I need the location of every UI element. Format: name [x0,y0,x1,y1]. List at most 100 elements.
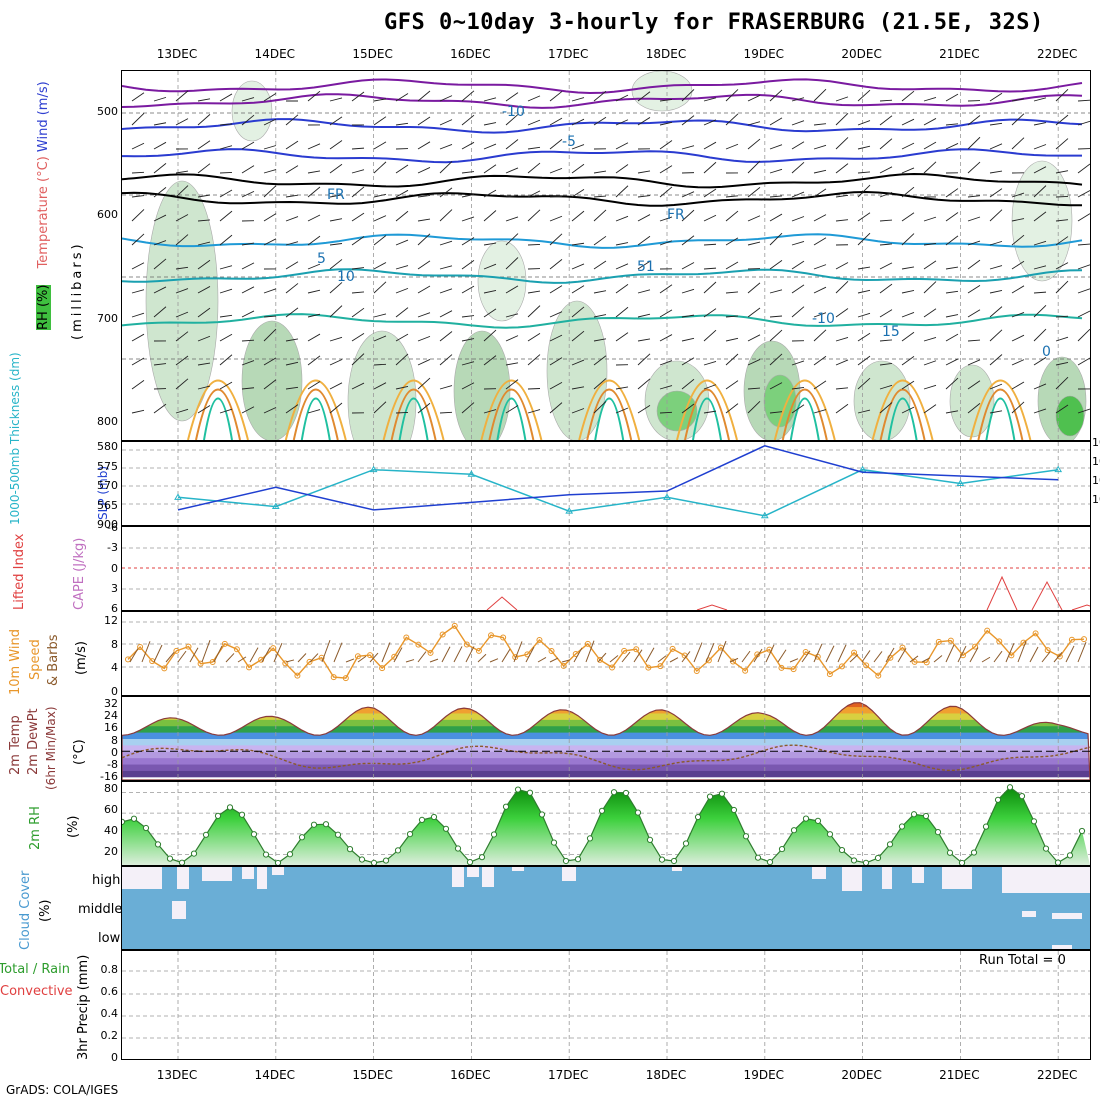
low-level-contour [496,397,527,441]
data-point [1054,859,1062,866]
wind-barb [681,651,691,663]
wind-barb [197,307,211,318]
wind-barb [461,315,475,318]
data-point [346,846,354,853]
precip-panel [121,950,1091,1060]
wind-barb [571,330,585,342]
low-level-contour [594,397,625,441]
wind-barb [527,146,541,150]
data-point [478,854,486,861]
cloud-block [912,867,924,883]
data-point [826,671,833,678]
wind-barb [307,90,321,102]
rh2m-plot [118,782,1090,867]
wind-barb [439,95,453,102]
y-tick-label: 4 [111,661,118,675]
wind-barb [373,116,387,126]
wind-barb [307,409,321,414]
wind-barb [879,384,893,390]
wind-barb [465,646,475,663]
wind-barb [637,353,651,366]
data-point [645,664,652,671]
wind-barb [197,259,211,270]
wind-barb [329,97,343,102]
temperature-contour [121,233,1083,249]
cloud-low-label: low [98,931,121,946]
wind-barb [219,171,233,174]
data-point [634,809,642,816]
wind-barb [813,329,827,342]
temp-band [122,725,1090,733]
wind-barb [681,191,695,198]
wind-barb [879,99,893,102]
wind-barb [637,235,651,246]
wind-barb [681,403,695,414]
wind-barb [1055,262,1069,270]
wind-barb [219,93,233,102]
wind-barb [681,314,695,318]
wind-barb [747,387,761,390]
data-point [548,648,555,655]
wind-barb [967,240,981,246]
wind-barb [175,311,189,318]
data-point [190,850,198,857]
cloud-block [942,867,972,889]
wind-barb [725,89,739,102]
cloud-unit: (%) [38,899,53,923]
wind-barb [439,119,453,126]
wind-barb [131,312,145,318]
wind-barb [175,234,189,246]
temp2m-panel [121,696,1091,781]
y-tick-label: 16 [104,721,118,735]
wind-barb [747,282,761,294]
wind-barb [879,309,893,318]
wind-barb [153,644,163,663]
wind-barb [241,406,255,414]
wind-barb [439,144,453,150]
wind-barb [549,117,563,126]
wind-barb [945,266,959,270]
wind-barb [505,379,519,390]
y-tick-label: 500 [97,105,118,118]
wind-barb [703,141,717,150]
wind-barb [131,233,145,246]
wind-barb [1055,170,1069,174]
wind-barb [857,312,871,318]
wind-barb [1033,328,1047,342]
data-point [178,859,186,866]
wind-barb [747,121,761,126]
wind-barb [241,360,255,366]
wind-barb [417,166,431,174]
data-point [790,666,797,673]
wind-barb [439,411,453,414]
data-point [663,493,671,500]
wind-barb [659,186,673,198]
rh-contour [631,70,693,112]
wind-barb [1011,98,1025,102]
wind-barb [681,378,695,390]
wind-barb [369,652,379,663]
wind-barb [901,142,915,150]
data-point [174,493,182,500]
data-point [874,854,882,862]
data-point [970,849,978,856]
wind-barb [725,237,739,246]
wind-barb [989,92,1003,102]
wind-barb [989,329,1003,342]
y-tick-label: 6 [111,602,118,615]
date-label: 21DEC [939,47,980,61]
wind-barb [813,312,827,318]
wind-barb [989,383,1003,390]
wind-barb [131,142,145,150]
wind-barb [263,118,277,126]
wind-barb [549,285,563,294]
wind-barb [681,89,695,102]
wind-barb [219,145,233,150]
wind-barb [703,97,717,102]
wind-barb [461,194,475,198]
wind-barb [483,210,497,222]
wind-barb [1055,404,1069,414]
date-label: 17DEC [547,47,589,61]
low-level-contour [887,397,918,441]
data-point [586,835,594,842]
